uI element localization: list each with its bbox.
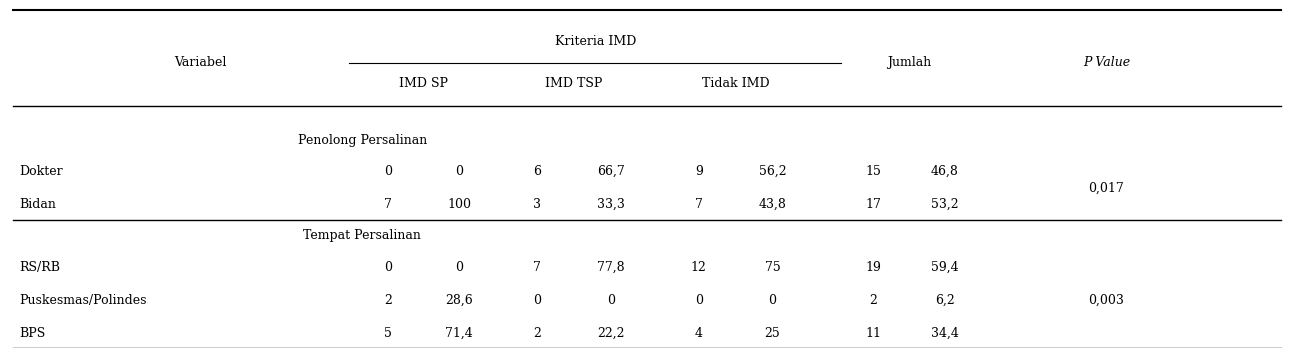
Text: 6: 6 (533, 165, 541, 178)
Text: 12: 12 (691, 261, 707, 274)
Text: 9: 9 (695, 165, 703, 178)
Text: 33,3: 33,3 (597, 198, 625, 211)
Text: 0: 0 (607, 294, 615, 307)
Text: 2: 2 (384, 294, 392, 307)
Text: 25: 25 (765, 327, 780, 340)
Text: IMD SP: IMD SP (400, 77, 448, 90)
Text: 7: 7 (533, 261, 541, 274)
Text: 11: 11 (866, 327, 881, 340)
Text: 7: 7 (695, 198, 703, 211)
Text: 7: 7 (384, 198, 392, 211)
Text: 0: 0 (384, 261, 392, 274)
Text: 0: 0 (455, 165, 463, 178)
Text: 6,2: 6,2 (934, 294, 955, 307)
Text: 15: 15 (866, 165, 881, 178)
Text: IMD TSP: IMD TSP (545, 77, 603, 90)
Text: 75: 75 (765, 261, 780, 274)
Text: Tempat Persalinan: Tempat Persalinan (303, 229, 422, 242)
Text: 66,7: 66,7 (597, 165, 625, 178)
Text: Puskesmas/Polindes: Puskesmas/Polindes (19, 294, 148, 307)
Text: 0: 0 (384, 165, 392, 178)
Text: 46,8: 46,8 (930, 165, 959, 178)
Text: Bidan: Bidan (19, 198, 56, 211)
Text: P Value: P Value (1083, 56, 1130, 69)
Text: 22,2: 22,2 (597, 327, 625, 340)
Text: 4: 4 (695, 327, 703, 340)
Text: 28,6: 28,6 (445, 294, 474, 307)
Text: 56,2: 56,2 (758, 165, 787, 178)
Text: 2: 2 (870, 294, 877, 307)
Text: 5: 5 (384, 327, 392, 340)
Text: 0: 0 (695, 294, 703, 307)
Text: Variabel: Variabel (175, 56, 226, 69)
Text: 0: 0 (455, 261, 463, 274)
Text: 59,4: 59,4 (930, 261, 959, 274)
Text: 43,8: 43,8 (758, 198, 787, 211)
Text: RS/RB: RS/RB (19, 261, 61, 274)
Text: 3: 3 (533, 198, 541, 211)
Text: 77,8: 77,8 (597, 261, 625, 274)
Text: Jumlah: Jumlah (886, 56, 932, 69)
Text: Penolong Persalinan: Penolong Persalinan (298, 134, 427, 147)
Text: 0: 0 (533, 294, 541, 307)
Text: BPS: BPS (19, 327, 45, 340)
Text: 0,017: 0,017 (1088, 181, 1124, 195)
Text: 100: 100 (448, 198, 471, 211)
Text: Tidak IMD: Tidak IMD (701, 77, 770, 90)
Text: 17: 17 (866, 198, 881, 211)
Text: 71,4: 71,4 (445, 327, 474, 340)
Text: Kriteria IMD: Kriteria IMD (555, 35, 635, 48)
Text: 2: 2 (533, 327, 541, 340)
Text: 34,4: 34,4 (930, 327, 959, 340)
Text: 0,003: 0,003 (1088, 294, 1124, 307)
Text: 19: 19 (866, 261, 881, 274)
Text: Dokter: Dokter (19, 165, 63, 178)
Text: 0: 0 (769, 294, 776, 307)
Text: 53,2: 53,2 (930, 198, 959, 211)
